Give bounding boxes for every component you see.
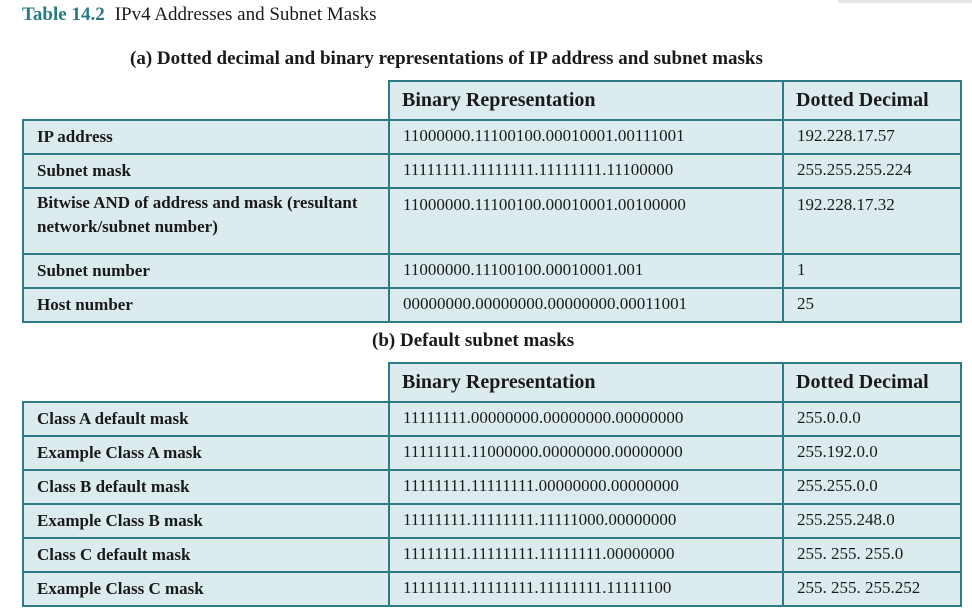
binary-cell: 00000000.00000000.00000000.00011001 [388, 287, 784, 323]
binary-cell: 11111111.11111111.00000000.00000000 [388, 469, 784, 505]
header-row: Binary Representation Dotted Decimal [23, 362, 962, 403]
table-caption: Table 14.2 IPv4 Addresses and Subnet Mask… [22, 4, 377, 26]
decimal-cell: 255.255.255.224 [782, 153, 962, 189]
decimal-cell: 255.0.0.0 [782, 401, 962, 437]
header-binary: Binary Representation [388, 362, 784, 403]
table-row: Example Class C mask 11111111.11111111.1… [22, 571, 962, 607]
default-masks-table: Binary Representation Dotted Decimal Cla… [22, 362, 962, 607]
header-blank [23, 81, 389, 121]
table-row: Host number 00000000.00000000.00000000.0… [22, 287, 962, 323]
binary-cell: 11000000.11100100.00010001.00111001 [388, 119, 784, 155]
binary-cell: 11111111.11111111.11111111.00000000 [388, 537, 784, 573]
header-decimal: Dotted Decimal [782, 362, 962, 403]
row-label: Bitwise AND of address and mask (resulta… [22, 187, 390, 255]
decimal-cell: 25 [782, 287, 962, 323]
decimal-cell: 255.255.0.0 [782, 469, 962, 505]
decimal-cell: 192.228.17.57 [782, 119, 962, 155]
decimal-cell: 255.192.0.0 [782, 435, 962, 471]
header-blank [23, 363, 389, 403]
binary-cell: 11111111.11111111.11111000.00000000 [388, 503, 784, 539]
decimal-cell: 255. 255. 255.252 [782, 571, 962, 607]
row-label: Example Class A mask [22, 435, 390, 471]
table-row: Class B default mask 11111111.11111111.0… [22, 469, 962, 505]
table-row: Subnet number 11000000.11100100.00010001… [22, 253, 962, 289]
decimal-cell: 1 [782, 253, 962, 289]
table-row: IP address 11000000.11100100.00010001.00… [22, 119, 962, 155]
row-label: Subnet number [22, 253, 390, 289]
row-label: Class A default mask [22, 401, 390, 437]
table-row: Example Class A mask 11111111.11000000.0… [22, 435, 962, 471]
binary-cell: 11111111.11111111.11111111.11100000 [388, 153, 784, 189]
header-binary: Binary Representation [388, 80, 784, 121]
top-edge-line [838, 0, 972, 3]
table-row: Class C default mask 11111111.11111111.1… [22, 537, 962, 573]
decimal-cell: 192.228.17.32 [782, 187, 962, 255]
decimal-cell: 255.255.248.0 [782, 503, 962, 539]
row-label: Subnet mask [22, 153, 390, 189]
table-row: Class A default mask 11111111.00000000.0… [22, 401, 962, 437]
header-decimal: Dotted Decimal [782, 80, 962, 121]
row-label: Example Class C mask [22, 571, 390, 607]
table-row: Subnet mask 11111111.11111111.11111111.1… [22, 153, 962, 189]
address-representation-table: Binary Representation Dotted Decimal IP … [22, 80, 962, 323]
binary-cell: 11111111.11000000.00000000.00000000 [388, 435, 784, 471]
row-label: IP address [22, 119, 390, 155]
binary-cell: 11111111.11111111.11111111.11111100 [388, 571, 784, 607]
row-label: Class C default mask [22, 537, 390, 573]
section-b-title: (b) Default subnet masks [372, 330, 575, 351]
row-label: Host number [22, 287, 390, 323]
table-row: Example Class B mask 11111111.11111111.1… [22, 503, 962, 539]
header-row: Binary Representation Dotted Decimal [23, 80, 962, 121]
table-number: Table 14.2 [22, 4, 105, 25]
binary-cell: 11000000.11100100.00010001.001 [388, 253, 784, 289]
decimal-cell: 255. 255. 255.0 [782, 537, 962, 573]
row-label: Class B default mask [22, 469, 390, 505]
binary-cell: 11111111.00000000.00000000.00000000 [388, 401, 784, 437]
table-title: IPv4 Addresses and Subnet Masks [114, 4, 377, 25]
table-row: Bitwise AND of address and mask (resulta… [22, 187, 962, 255]
section-a-title: (a) Dotted decimal and binary representa… [130, 48, 763, 69]
binary-cell: 11000000.11100100.00010001.00100000 [388, 187, 784, 255]
row-label: Example Class B mask [22, 503, 390, 539]
